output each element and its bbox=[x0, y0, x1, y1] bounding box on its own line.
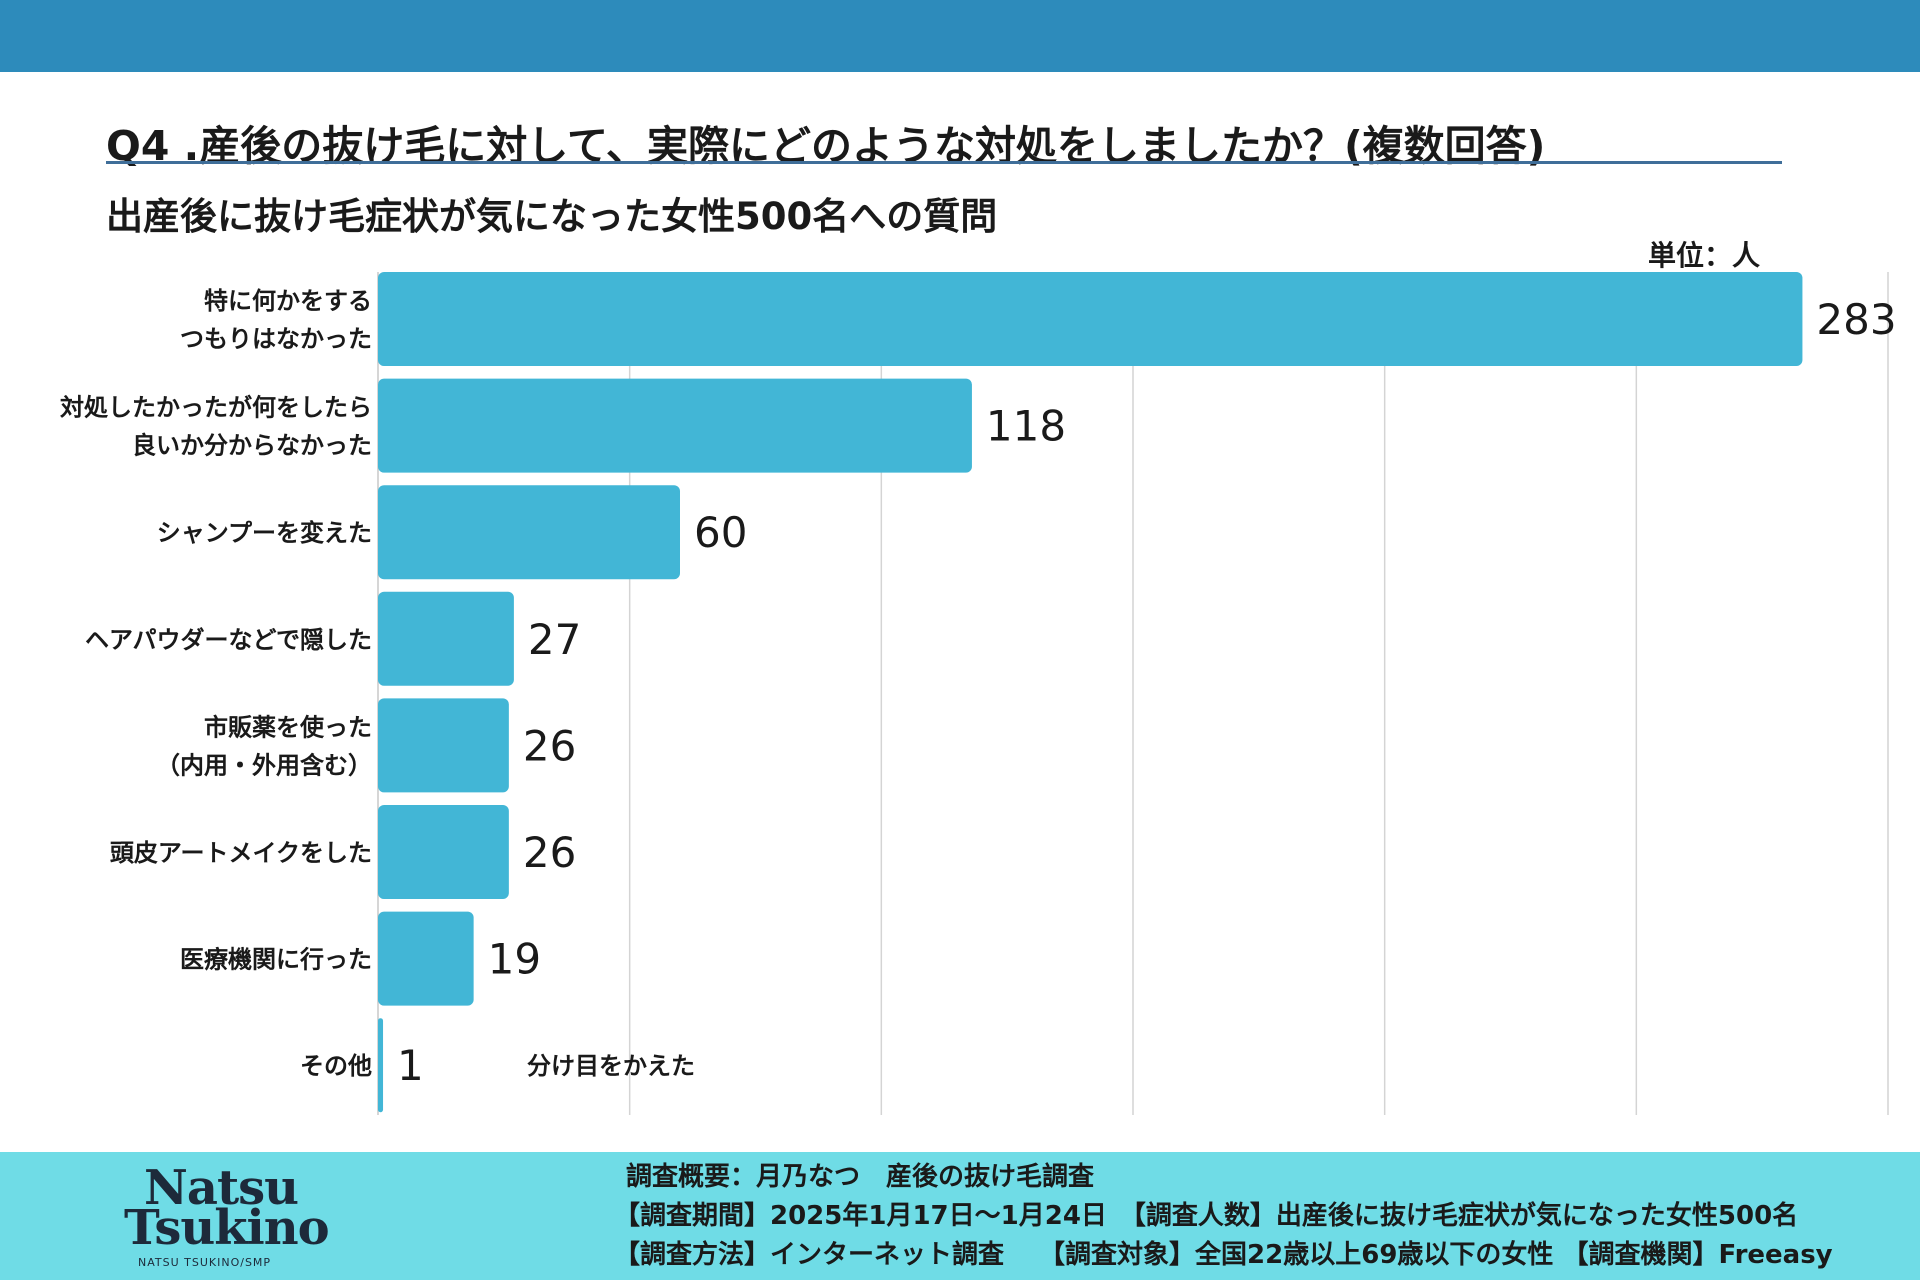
bar bbox=[378, 805, 509, 899]
category-label: 市販薬を使った bbox=[204, 713, 372, 741]
title-underline bbox=[106, 161, 1782, 164]
category-label: ヘアパウダーなどで隠した bbox=[85, 626, 372, 654]
survey-overview: 調査概要：月乃なつ 産後の抜け毛調査 bbox=[626, 1162, 1095, 1192]
bar bbox=[378, 911, 474, 1006]
category-label: （内用・外用含む） bbox=[156, 751, 372, 779]
unit-label: 単位：人 bbox=[1648, 239, 1761, 272]
category-label: つもりはなかった bbox=[180, 325, 372, 353]
bar bbox=[378, 698, 509, 793]
bar bbox=[378, 485, 680, 580]
bar bbox=[378, 272, 1803, 366]
category-label: 頭皮アートメイクをした bbox=[110, 839, 372, 867]
bar bbox=[378, 591, 514, 686]
value-label: 1 bbox=[397, 1041, 424, 1090]
survey-summary: 調査概要：月乃なつ 産後の抜け毛調査 【調査期間】2025年1月17日〜1月24… bbox=[614, 1158, 1833, 1275]
survey-period-count: 【調査期間】2025年1月17日〜1月24日 【調査人数】出産後に抜け毛症状が気… bbox=[614, 1201, 1799, 1231]
category-label: その他 bbox=[300, 1052, 372, 1080]
category-label: 対処したかったが何をしたら bbox=[60, 394, 372, 422]
annotation-label: 分け目をかえた bbox=[527, 1052, 695, 1080]
footer-band bbox=[0, 1152, 1920, 1280]
value-label: 283 bbox=[1816, 295, 1896, 344]
value-label: 26 bbox=[523, 721, 576, 770]
natsu-tsukino-logo: Natsu Tsukino NATSU TSUKINO/SMP bbox=[118, 1160, 348, 1272]
value-label: 60 bbox=[694, 508, 747, 557]
logo-line-1: Natsu bbox=[144, 1160, 299, 1216]
bar bbox=[378, 378, 972, 473]
logo-line-3: NATSU TSUKINO/SMP bbox=[138, 1256, 272, 1269]
category-label: シャンプーを変えた bbox=[157, 519, 372, 547]
value-label: 118 bbox=[986, 402, 1066, 451]
logo-line-2: Tsukino bbox=[124, 1200, 330, 1256]
survey-method-target: 【調査方法】インターネット調査 【調査対象】全国22歳以上69歳以下の女性 【調… bbox=[614, 1240, 1833, 1270]
category-label: 特に何かをする bbox=[204, 287, 372, 315]
category-label: 良いか分からなかった bbox=[132, 432, 372, 460]
category-label: 医療機関に行った bbox=[180, 946, 372, 974]
bar bbox=[378, 1018, 384, 1113]
value-label: 26 bbox=[523, 828, 576, 877]
value-label: 19 bbox=[488, 935, 541, 984]
top-banner bbox=[0, 0, 1920, 72]
value-label: 27 bbox=[528, 615, 581, 664]
chart-subtitle: 出産後に抜け毛症状が気になった女性500名への質問 bbox=[106, 195, 998, 238]
